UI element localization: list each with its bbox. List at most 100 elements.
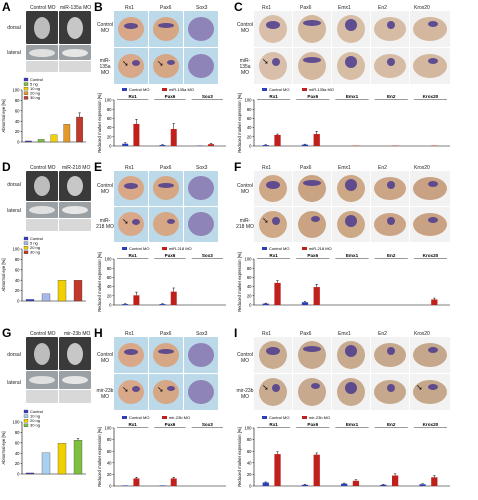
C-chart-bar [262, 145, 269, 146]
G-chart-y-tick-label: 20 [15, 461, 20, 466]
embryo-photo-a-ctrl-dorsal [26, 11, 58, 44]
G-chart-y-tick-label: 60 [15, 440, 20, 445]
embryo-photo-g-ctrl-eye [26, 390, 58, 403]
col-header-c-1: Pax6 [300, 5, 312, 11]
G-chart-y-tick-label: 40 [15, 451, 20, 456]
embryo-photo-i-krox20-ctrl [410, 337, 450, 373]
row-label-a-lateral: lateral [7, 50, 21, 56]
B-chart-legend-swatch [122, 88, 127, 91]
embryo-photo-i-krox20-mo: ➘ [410, 374, 450, 410]
panel-label-e: E [94, 160, 103, 174]
embryo-photo-a-mo-lateral [59, 45, 91, 60]
col-header-f-0: Rx1 [262, 165, 271, 171]
E-chart-bar [122, 304, 129, 305]
col-header-d-right: miR-218 MO [62, 165, 91, 171]
embryo-photo-h-pax6-ctrl [149, 337, 183, 373]
col-header-f-2: Emx1 [338, 165, 351, 171]
embryo-photo-e-rx1-mo: ➘ [114, 207, 148, 242]
A-chart-legend-label: 5 ng [30, 81, 38, 86]
col-header-f-4: Krox20 [414, 165, 430, 171]
col-header-e-0: Rx1 [125, 165, 134, 171]
F-chart-bar [274, 282, 281, 305]
embryo-photo-e-sox3-mo [184, 207, 218, 242]
row-label-a-dorsal: dorsal [7, 25, 21, 31]
row-label-c-mo: miR-135a MO [239, 58, 251, 76]
I-chart-group-label: Emx1 [346, 422, 359, 427]
col-header-i-2: Emx1 [338, 331, 351, 337]
embryo-photo-i-pax6-mo [293, 374, 331, 410]
H-chart-y-tick-label: 40 [107, 460, 112, 465]
A-chart-legend-swatch [23, 82, 29, 86]
row-label-h-ctrl: Control MO [96, 352, 114, 364]
embryo-photo-e-rx1-ctrl [114, 171, 148, 206]
C-chart-y-tick-label: 80 [247, 107, 252, 112]
D-chart-bar [73, 280, 83, 302]
embryo-photo-g-ctrl-dorsal [26, 337, 58, 370]
F-chart-group-label: Emx1 [346, 253, 359, 258]
C-chart-bar [313, 134, 320, 146]
H-chart-group-label: Pax6 [165, 422, 176, 427]
A-chart-bar [63, 124, 71, 143]
G-chart-y-tick-label: 0 [17, 472, 20, 477]
A-chart-legend-label: Control [30, 77, 43, 82]
H-chart-legend-swatch [162, 416, 167, 419]
G-chart-bar [41, 452, 51, 475]
A-chart-legend-swatch [23, 87, 29, 91]
E-chart-bar [133, 295, 140, 305]
E-chart-bar [170, 291, 177, 305]
col-header-i-4: Krox20 [414, 331, 430, 337]
panel-label-a: A [2, 0, 11, 14]
H-chart-bar [170, 478, 177, 486]
I-chart-y-tick-label: 80 [247, 437, 252, 442]
A-chart-y-tick-label: 20 [15, 129, 20, 134]
E-chart-legend-swatch [162, 247, 167, 250]
F-chart-y-tick-label: 40 [247, 284, 252, 289]
col-header-i-1: Pax6 [300, 331, 312, 337]
C-chart-y-tick-label: 0 [249, 144, 252, 149]
col-header-b-1: Pax6 [160, 5, 172, 11]
F-chart-y-tick-label: 80 [247, 266, 252, 271]
D-chart-y-tick-label: 20 [15, 288, 20, 293]
H-chart-group-label: Rx1 [128, 422, 137, 427]
F-chart-y-axis-label: Reduced marker expression [%] [237, 252, 242, 312]
col-header-b-2: Sox3 [196, 5, 208, 11]
E-chart-group-label: Sox3 [202, 253, 213, 258]
D-chart-legend-swatch [23, 241, 29, 245]
E-chart-group-label: Pax6 [165, 253, 176, 258]
D-chart-y-tick-label: 100 [13, 247, 21, 252]
H-chart-y-tick-label: 100 [105, 426, 113, 431]
col-header-e-2: Sox3 [196, 165, 208, 171]
embryo-photo-b-sox3-ctrl [184, 11, 218, 47]
embryo-photo-a-mo-dorsal [59, 11, 91, 44]
D-chart-legend-label: Control [30, 236, 43, 241]
col-header-b-0: Rx1 [125, 5, 134, 11]
embryo-photo-c-pax6-ctrl [293, 11, 331, 47]
I-chart-bar [274, 454, 281, 486]
embryo-photo-a-ctrl-lateral [26, 45, 58, 60]
C-chart-group-label: Pax6 [307, 94, 318, 99]
embryo-photo-h-pax6-mo: ➘ [149, 374, 183, 410]
F-chart-legend-label: miR-218 MO [309, 246, 332, 251]
I-chart-legend-label: Control MO [269, 415, 289, 420]
G-chart-y-tick-label: 100 [13, 420, 21, 425]
I-chart-legend-swatch [262, 416, 267, 419]
row-label-c-ctrl: Control MO [236, 22, 254, 34]
B-chart-group-label: Pax6 [165, 94, 176, 99]
E-chart-y-tick-label: 0 [109, 303, 112, 308]
D-chart-legend-swatch [23, 250, 29, 254]
I-chart-y-tick-label: 40 [247, 460, 252, 465]
H-chart-legend-label: mir-23b MO [169, 415, 190, 420]
E-chart-legend-swatch [122, 247, 127, 250]
G-chart-legend-label: 20 ng [30, 418, 40, 423]
col-header-c-0: Rx1 [262, 5, 271, 11]
H-chart-y-tick-label: 20 [107, 472, 112, 477]
I-chart-group-label: En2 [387, 422, 396, 427]
B-chart-bar [122, 143, 129, 146]
col-header-h-2: Sox3 [196, 331, 208, 337]
embryo-photo-g-ctrl-lateral [26, 371, 58, 389]
col-header-d-left: Control MO [30, 165, 56, 171]
panel-label-d: D [2, 160, 11, 174]
col-header-f-3: En2 [378, 165, 387, 171]
col-header-h-1: Pax6 [160, 331, 172, 337]
